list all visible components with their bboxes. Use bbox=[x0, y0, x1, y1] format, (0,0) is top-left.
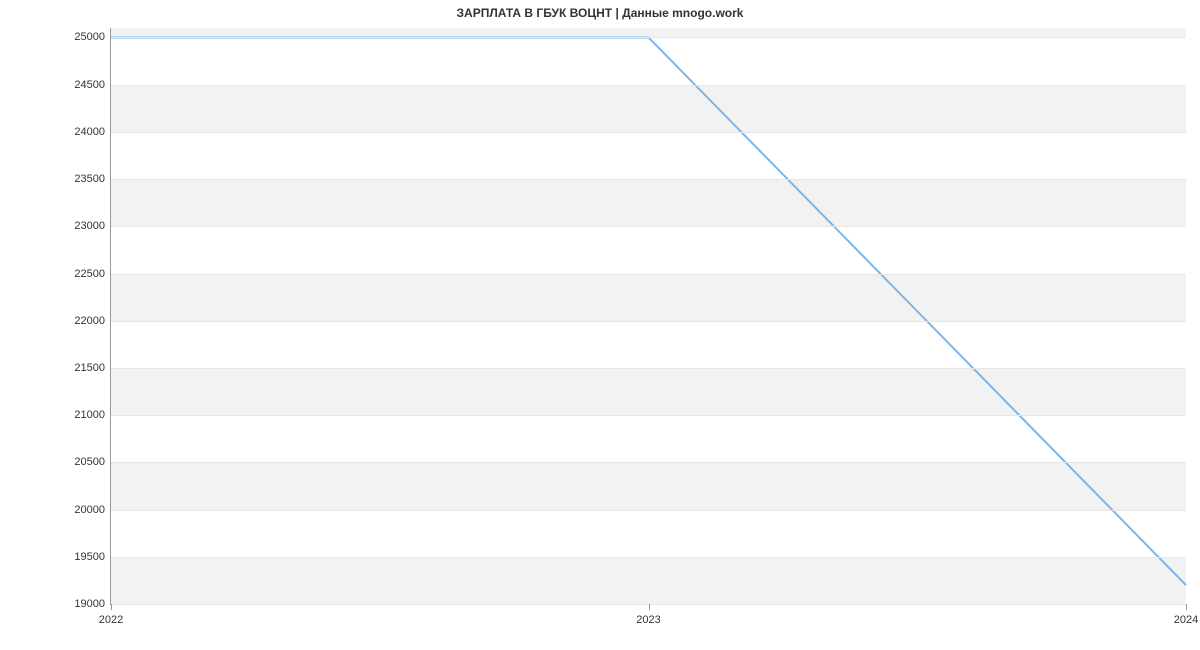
y-tick-label: 24000 bbox=[74, 126, 105, 138]
y-tick-label: 20500 bbox=[74, 456, 105, 468]
chart-title: ЗАРПЛАТА В ГБУК ВОЦНТ | Данные mnogo.wor… bbox=[0, 6, 1200, 20]
x-tick-label: 2024 bbox=[1174, 614, 1198, 626]
y-gridline bbox=[111, 226, 1186, 227]
x-tick-mark bbox=[1186, 604, 1187, 610]
y-tick-label: 22500 bbox=[74, 268, 105, 280]
y-tick-label: 22000 bbox=[74, 315, 105, 327]
y-tick-label: 23000 bbox=[74, 220, 105, 232]
line-layer bbox=[111, 28, 1186, 604]
y-tick-label: 21500 bbox=[74, 362, 105, 374]
y-gridline bbox=[111, 179, 1186, 180]
y-tick-label: 19500 bbox=[74, 551, 105, 563]
y-tick-label: 20000 bbox=[74, 504, 105, 516]
y-tick-label: 23500 bbox=[74, 173, 105, 185]
y-gridline bbox=[111, 368, 1186, 369]
y-gridline bbox=[111, 462, 1186, 463]
series-line-salary bbox=[111, 37, 1186, 585]
y-gridline bbox=[111, 321, 1186, 322]
plot-area: 1900019500200002050021000215002200022500… bbox=[110, 28, 1186, 605]
y-gridline bbox=[111, 510, 1186, 511]
chart-container: ЗАРПЛАТА В ГБУК ВОЦНТ | Данные mnogo.wor… bbox=[0, 0, 1200, 650]
x-tick-mark bbox=[649, 604, 650, 610]
y-tick-label: 21000 bbox=[74, 409, 105, 421]
y-tick-label: 24500 bbox=[74, 79, 105, 91]
x-tick-label: 2023 bbox=[636, 614, 660, 626]
y-gridline bbox=[111, 37, 1186, 38]
y-gridline bbox=[111, 132, 1186, 133]
y-tick-label: 19000 bbox=[74, 598, 105, 610]
x-tick-mark bbox=[111, 604, 112, 610]
x-tick-label: 2022 bbox=[99, 614, 123, 626]
y-gridline bbox=[111, 85, 1186, 86]
y-gridline bbox=[111, 557, 1186, 558]
y-gridline bbox=[111, 415, 1186, 416]
y-gridline bbox=[111, 274, 1186, 275]
y-tick-label: 25000 bbox=[74, 31, 105, 43]
